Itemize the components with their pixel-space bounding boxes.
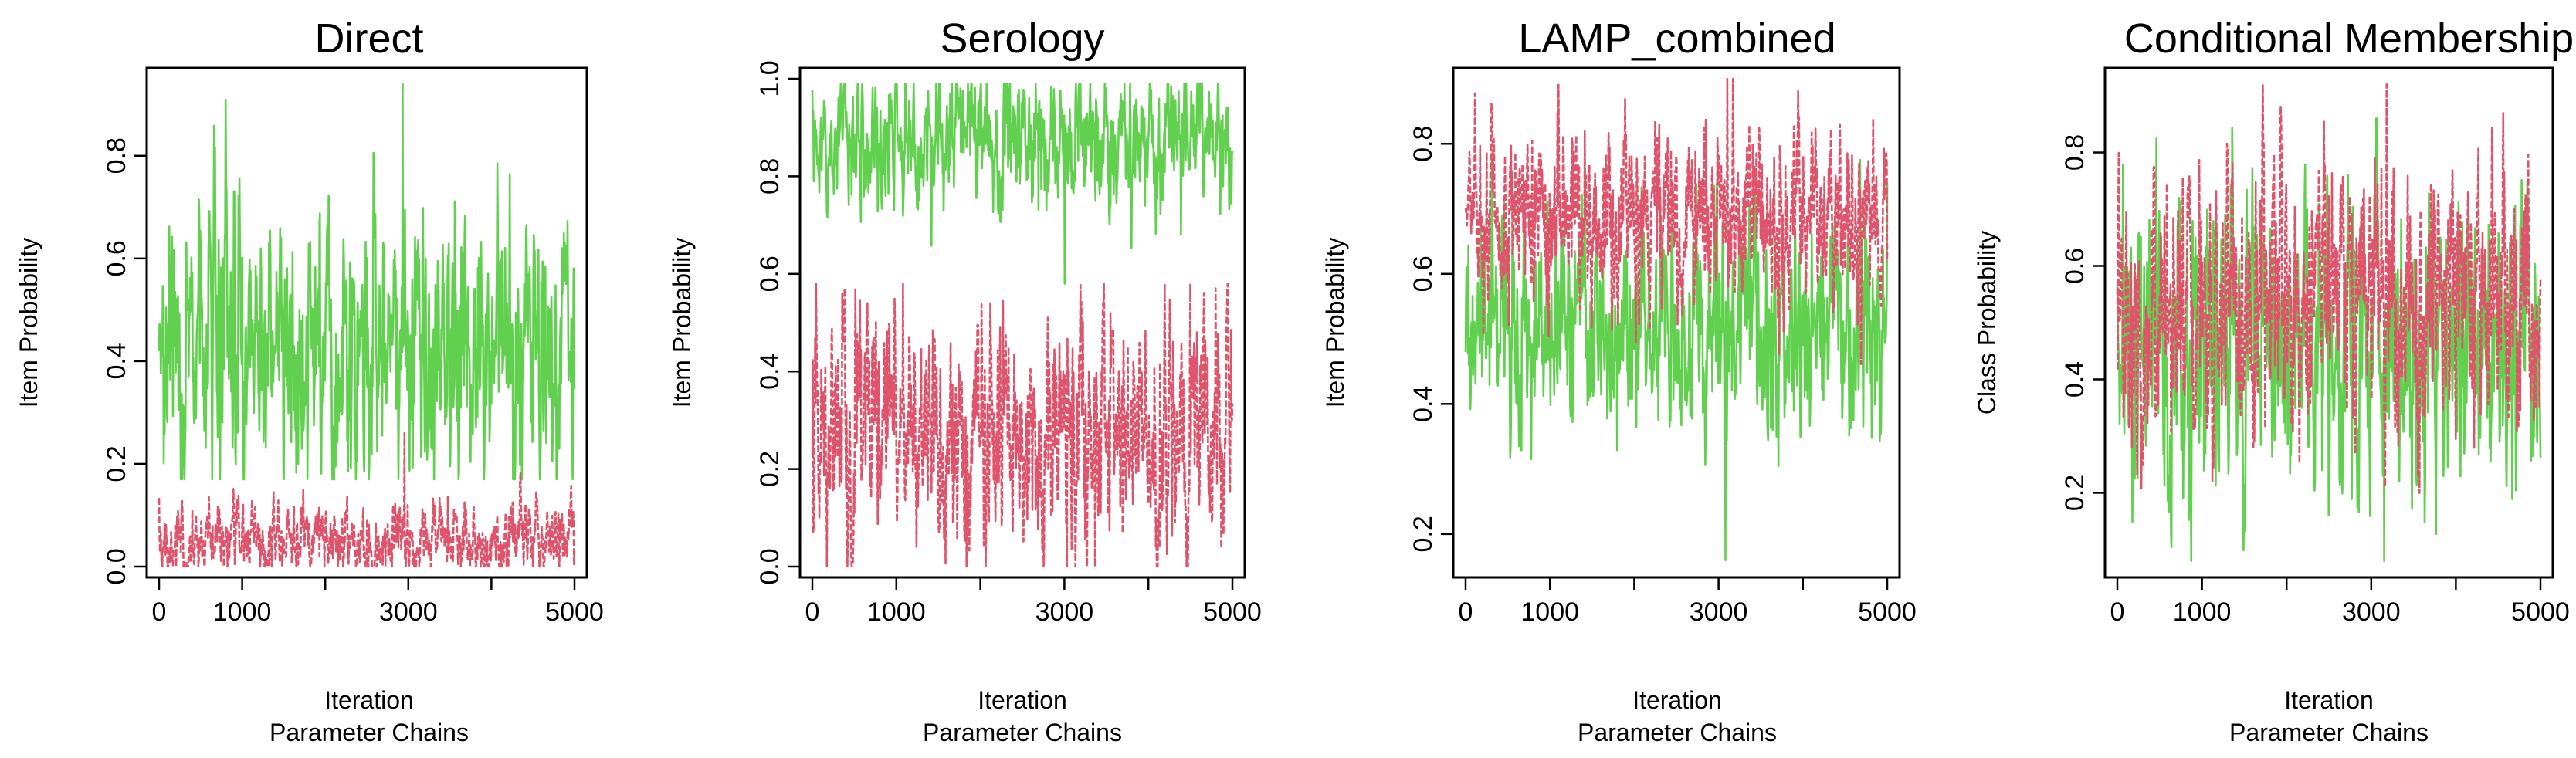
series-trace-1 [158,83,576,481]
x-tick-label: 0 [152,597,167,627]
y-tick-label: 0.8 [2060,134,2090,171]
y-tick-label: 0.8 [755,158,785,195]
y-tick-label: 0.6 [2060,248,2090,284]
y-tick-label: 0.2 [1408,516,1438,552]
plot-area [2116,83,2542,563]
y-axis-label: Class Probability [1973,231,2001,415]
x-tick-label: 0 [805,597,820,627]
plot-frame [798,66,1246,579]
series-trace-2 [811,283,1234,568]
y-tick-label: 0.2 [102,445,131,482]
y-tick-label: 0.0 [102,548,131,584]
figure-caption: Parameter Chains [923,719,1122,746]
y-tick-label: 0.4 [2060,361,2090,398]
y-tick-label: 0.8 [102,137,131,174]
series-trace-1 [1464,155,1889,561]
figure-caption: Parameter Chains [1578,719,1777,746]
figure-caption: Parameter Chains [2229,719,2429,746]
plot-area [811,83,1234,568]
y-tick-label: 1.0 [755,60,785,96]
x-axis-label: Iteration [2284,686,2374,714]
x-tick-label: 1000 [2173,597,2232,627]
x-tick-label: 3000 [2342,597,2401,627]
x-tick-label: 5000 [545,597,604,627]
y-tick-label: 0.4 [1408,386,1438,422]
panel-lamp-combined: LAMP_combined Item Probability Iteration… [1321,15,1917,746]
x-axis-label: Iteration [324,686,414,714]
y-tick-label: 0.6 [102,240,131,276]
plot-frame [145,66,588,579]
y-tick-label: 0.8 [1408,126,1438,162]
panel-title: LAMP_combined [1518,15,1835,62]
x-axis-label: Iteration [978,686,1067,714]
y-tick-label: 0.4 [755,354,785,390]
y-tick-label: 0.0 [755,548,785,584]
panel-title: Direct [314,15,423,62]
x-axis-label: Iteration [1632,686,1722,714]
x-tick-label: 3000 [379,597,438,627]
y-axis-label: Item Probability [15,238,42,408]
x-tick-label: 1000 [213,597,272,627]
plot-area [1464,77,1889,561]
y-axis-label: Item Probability [668,238,696,408]
x-tick-label: 0 [2110,597,2125,627]
y-tick-label: 0.4 [102,343,131,379]
x-tick-label: 5000 [2511,597,2570,627]
series-trace-2 [1464,77,1889,366]
series-trace-2 [2116,83,2542,494]
x-tick-label: 5000 [1203,597,1262,627]
panel-title: Serology [940,15,1104,62]
x-tick-label: 1000 [867,597,926,627]
x-tick-label: 3000 [1690,597,1748,627]
panel-title: Conditional Membership [2124,15,2574,62]
plot-frame [1452,66,1901,579]
y-tick-label: 0.2 [755,451,785,487]
series-trace-2 [158,431,576,568]
series-trace-1 [811,83,1234,285]
y-tick-label: 0.6 [755,255,785,292]
y-tick-label: 0.6 [1408,255,1438,292]
plot-area [158,83,576,568]
x-tick-label: 3000 [1035,597,1094,627]
x-tick-label: 5000 [1858,597,1917,627]
panel-direct: Direct Item Probability Iteration Parame… [15,15,604,746]
y-axis-label: Item Probability [1321,238,1349,408]
x-tick-label: 1000 [1520,597,1579,627]
panel-conditional-membership: Conditional Membership Class Probability… [1973,15,2574,746]
plot-frame [2103,66,2554,579]
y-tick-label: 0.2 [2060,475,2090,511]
figure-caption: Parameter Chains [269,719,469,746]
panel-serology: Serology Item Probability Iteration Para… [668,15,1262,746]
x-tick-label: 0 [1459,597,1473,627]
